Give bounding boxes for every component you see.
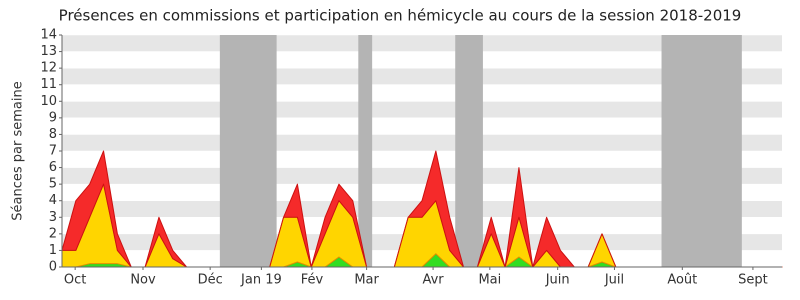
y-tick-label: 8 xyxy=(49,127,57,142)
x-tick-label: Sept xyxy=(738,273,768,288)
y-axis-label: Séances par semaine xyxy=(11,81,26,220)
x-tick-label: Juil xyxy=(604,273,624,288)
x-tick-label: Déc xyxy=(198,273,223,288)
y-tick-label: 5 xyxy=(49,177,57,192)
y-tick-label: 3 xyxy=(49,210,57,225)
y-tick-label: 12 xyxy=(40,61,57,76)
x-tick-label: Juin xyxy=(545,273,570,288)
y-tick-label: 7 xyxy=(49,144,57,159)
x-tick-label: Avr xyxy=(422,273,444,288)
y-tick-label: 2 xyxy=(49,226,57,241)
y-tick-label: 6 xyxy=(49,160,57,175)
x-tick-label: Fév xyxy=(301,273,324,288)
x-tick-label: Mar xyxy=(354,273,379,288)
y-tick-label: 9 xyxy=(49,110,57,125)
x-tick-label: Août xyxy=(667,273,697,288)
y-tick-label: 4 xyxy=(49,193,57,208)
y-tick-label: 10 xyxy=(40,94,57,109)
y-tick-label: 11 xyxy=(40,77,57,92)
shaded-period xyxy=(358,35,373,267)
y-tick-label: 14 xyxy=(40,28,57,43)
x-tick-label: Oct xyxy=(64,273,86,288)
shaded-period xyxy=(455,35,483,267)
chart-title: Présences en commissions et participatio… xyxy=(59,7,742,25)
shaded-period xyxy=(661,35,742,267)
y-tick-label: 0 xyxy=(49,260,57,275)
x-tick-label: Jan 19 xyxy=(240,273,282,288)
y-tick-label: 1 xyxy=(49,243,57,258)
y-tick-label: 13 xyxy=(40,44,57,59)
x-tick-label: Nov xyxy=(130,273,156,288)
shaded-period xyxy=(219,35,277,267)
x-tick-label: Mai xyxy=(478,273,501,288)
